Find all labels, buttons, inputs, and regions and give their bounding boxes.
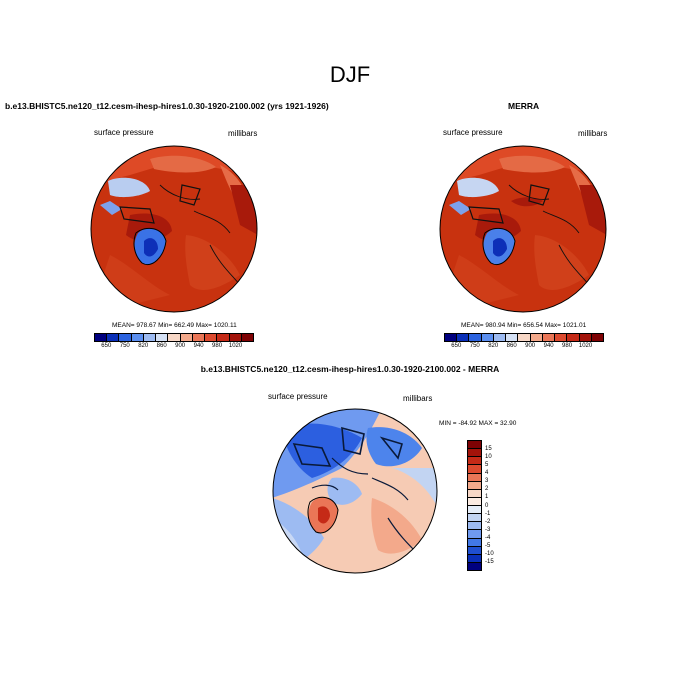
diff-colorbar-swatch [468,546,481,555]
diff-stats: MIN = -84.92 MAX = 32.90 [439,420,517,427]
model-colorbar-tick-label: 820 [138,343,149,349]
obs-units-label: millibars [578,129,608,138]
diff-units-label: millibars [403,394,433,403]
model-stats: MEAN= 978.67 Min= 662.49 Max= 1020.11 [112,322,237,329]
obs-colorbar-ticks: 650 750 820 860 900 940 980 1020 [444,342,604,352]
obs-colorbar-swatch [567,334,580,341]
model-colorbar-tick-label: 750 [119,343,130,349]
diff-colorbar-tick-label: 10 [485,454,492,461]
obs-colorbar-swatches [444,333,604,342]
model-units-label: millibars [228,129,258,138]
diff-colorbar-tick-label: -2 [485,518,491,525]
diff-colorbar-tick-label: -3 [485,526,491,533]
obs-colorbar-tick-label: 860 [506,343,517,349]
obs-colorbar-swatch [457,334,470,341]
diff-colorbar-tick-label: 2 [485,486,489,493]
model-colorbar-swatch [192,334,206,341]
obs-colorbar-tick-label: 900 [525,343,536,349]
obs-colorbar: 650 750 820 860 900 940 980 1020 [444,333,604,352]
diff-colorbar-tick-label: 5 [485,462,489,469]
model-colorbar-swatch [95,334,108,341]
obs-colorbar-tick-label: 650 [451,343,462,349]
model-colorbar: 650 750 820 860 900 940 980 1020 [94,333,254,352]
diff-colorbar-swatch [468,538,481,547]
diff-colorbar-tick-label: -15 [485,558,494,565]
model-colorbar-swatch [180,334,193,341]
diff-colorbar-tick-label: -4 [485,534,491,541]
diff-colorbar-tick-label: 3 [485,478,489,485]
obs-colorbar-swatch [579,334,592,341]
model-colorbar-swatch [229,334,242,341]
model-colorbar-tick-label: 900 [175,343,186,349]
model-colorbar-swatch [156,334,169,341]
model-colorbar-tick-label: 650 [101,343,112,349]
diff-colorbar-swatch [468,554,481,563]
model-colorbar-tick-label: 1020 [228,343,243,349]
model-colorbar-swatch [119,334,132,341]
diff-colorbar-tick-label: -10 [485,550,494,557]
obs-polar-map [439,145,607,313]
model-colorbar-swatch [107,334,120,341]
diff-colorbar-swatch [468,473,481,482]
obs-colorbar-swatch [591,334,604,341]
diff-colorbar-swatch [468,489,481,498]
model-panel-title: b.e13.BHISTC5.ne120_t12.cesm-ihesp-hires… [5,101,329,111]
diff-colorbar-swatch [468,465,481,474]
model-colorbar-tick-label: 940 [193,343,204,349]
diff-colorbar-tick-label: -1 [485,510,491,517]
model-colorbar-swatch [205,334,218,341]
model-polar-map [90,145,258,313]
obs-colorbar-tick-label: 940 [543,343,554,349]
diff-colorbar-swatches [467,440,482,571]
diff-colorbar-tick-label: 15 [485,446,492,453]
obs-variable-label: surface pressure [443,128,503,137]
diff-variable-label: surface pressure [268,392,328,401]
diff-colorbar-ticks: 15 10 5 4 3 2 1 0 -1 -2 -3 -4 -5 -10 -15 [485,441,505,570]
model-colorbar-swatch [168,334,181,341]
obs-colorbar-tick-label: 750 [469,343,480,349]
diff-colorbar-tick-label: 4 [485,470,489,477]
diff-panel-title: b.e13.BHISTC5.ne120_t12.cesm-ihesp-hires… [200,364,500,374]
diff-colorbar-swatch [468,522,481,531]
model-variable-label: surface pressure [94,128,154,137]
obs-colorbar-swatch [469,334,482,341]
model-colorbar-tick-label: 860 [156,343,167,349]
obs-colorbar-tick-label: 820 [488,343,499,349]
obs-colorbar-swatch [530,334,543,341]
model-colorbar-swatch [217,334,230,341]
model-colorbar-swatch [131,334,144,341]
model-colorbar-swatch [143,334,157,341]
obs-colorbar-tick-label: 980 [562,343,573,349]
diff-colorbar-swatch [468,457,481,466]
obs-colorbar-swatch [481,334,494,341]
diff-colorbar-swatch [468,506,481,515]
model-colorbar-swatches [94,333,254,342]
diff-polar-map [272,408,438,574]
diff-colorbar [467,440,482,571]
diff-colorbar-tick-label: -5 [485,542,491,549]
figure-title: DJF [329,62,371,87]
obs-colorbar-swatch [555,334,568,341]
model-colorbar-swatch [241,334,254,341]
obs-stats: MEAN= 980.94 Min= 656.54 Max= 1021.01 [461,322,587,329]
obs-colorbar-swatch [542,334,556,341]
obs-colorbar-swatch [445,334,458,341]
diff-colorbar-swatch [468,497,481,506]
model-colorbar-ticks: 650 750 820 860 900 940 980 1020 [94,342,254,352]
diff-colorbar-tick-label: 0 [485,502,489,509]
obs-panel-title: MERRA [508,101,540,111]
model-colorbar-tick-label: 980 [212,343,223,349]
obs-colorbar-tick-label: 1020 [578,343,593,349]
obs-colorbar-swatch [518,334,531,341]
diff-colorbar-swatch [468,481,481,490]
obs-colorbar-swatch [506,334,519,341]
diff-colorbar-swatch [468,530,481,539]
diff-colorbar-tick-label: 1 [485,494,489,501]
obs-colorbar-swatch [493,334,507,341]
diff-colorbar-swatch [468,449,481,458]
diff-colorbar-swatch [468,562,481,570]
diff-colorbar-swatch [468,441,481,450]
diff-colorbar-swatch [468,514,481,523]
